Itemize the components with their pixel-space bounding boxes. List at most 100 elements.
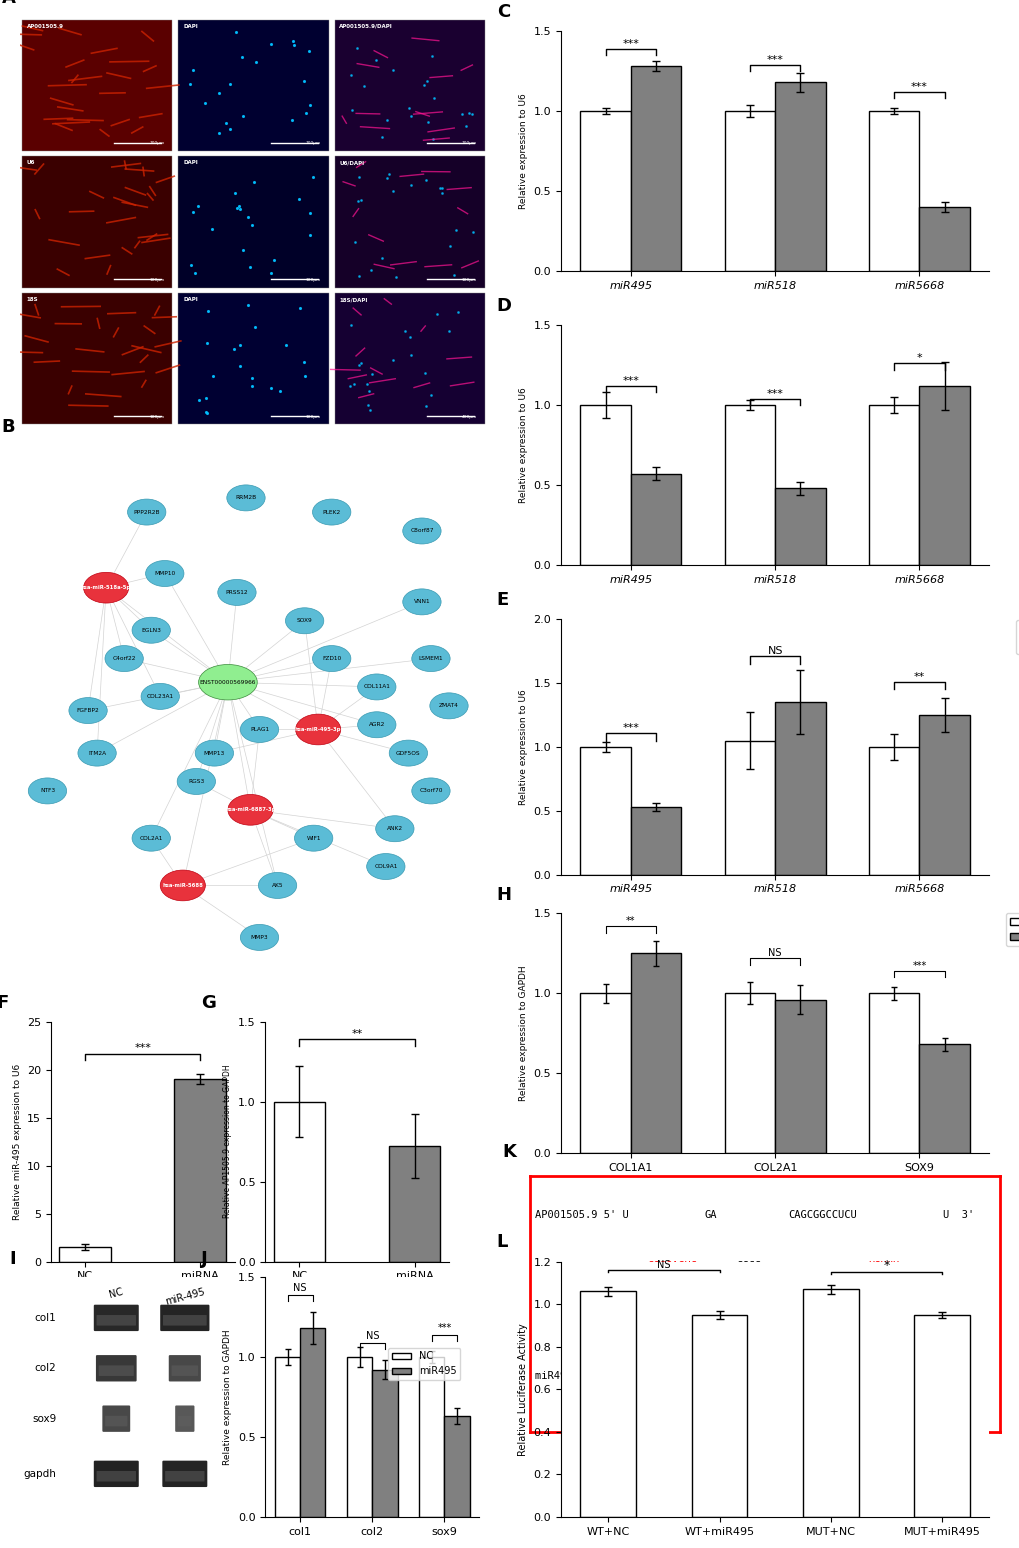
Ellipse shape <box>105 646 144 672</box>
Text: RRM2B: RRM2B <box>235 495 257 500</box>
Bar <box>580 111 631 271</box>
Bar <box>774 488 824 565</box>
Y-axis label: Relative expression to U6: Relative expression to U6 <box>519 93 528 209</box>
Bar <box>273 1102 325 1262</box>
FancyBboxPatch shape <box>162 1461 207 1488</box>
Text: DAPI: DAPI <box>182 23 198 29</box>
Text: EGLN3: EGLN3 <box>142 628 161 633</box>
Text: NS: NS <box>293 1283 307 1293</box>
Text: L: L <box>496 1234 507 1251</box>
Ellipse shape <box>29 779 66 803</box>
Ellipse shape <box>77 740 116 766</box>
Text: miR-495: miR-495 <box>164 1286 206 1307</box>
Ellipse shape <box>199 664 257 700</box>
Text: E: E <box>496 591 508 608</box>
Text: K: K <box>501 1142 516 1161</box>
Text: GDF5OS: GDF5OS <box>395 751 420 755</box>
Bar <box>868 406 918 565</box>
Ellipse shape <box>389 740 427 766</box>
Text: C3orf70: C3orf70 <box>419 788 442 794</box>
Text: ***: *** <box>910 82 927 91</box>
Ellipse shape <box>375 816 414 842</box>
Bar <box>918 715 969 875</box>
Bar <box>774 703 824 875</box>
Text: ***: *** <box>911 961 925 971</box>
Bar <box>580 406 631 565</box>
Bar <box>725 406 774 565</box>
Bar <box>580 1291 636 1517</box>
Bar <box>913 1314 969 1517</box>
Bar <box>275 1358 300 1517</box>
Text: CAAA 5': CAAA 5' <box>914 1370 958 1381</box>
Text: AGR2: AGR2 <box>368 723 384 728</box>
Text: C4orf22: C4orf22 <box>112 656 136 661</box>
Text: PLEK2: PLEK2 <box>322 509 340 514</box>
Text: NC: NC <box>108 1286 124 1300</box>
Bar <box>444 1416 469 1517</box>
Text: C: C <box>496 3 510 22</box>
FancyBboxPatch shape <box>94 1461 139 1488</box>
FancyBboxPatch shape <box>99 1365 133 1376</box>
Text: ENST00000569966: ENST00000569966 <box>200 680 256 684</box>
Text: AK5: AK5 <box>271 882 283 889</box>
Ellipse shape <box>285 608 323 633</box>
Text: UGGU: UGGU <box>736 1313 761 1322</box>
Text: G: G <box>736 1370 743 1381</box>
Bar <box>334 156 484 288</box>
Text: DAPI: DAPI <box>182 161 198 166</box>
Bar <box>174 1079 226 1262</box>
Y-axis label: Relative miR-495 expression to U6: Relative miR-495 expression to U6 <box>12 1063 21 1220</box>
Text: ***: *** <box>766 54 783 65</box>
Bar <box>178 156 328 288</box>
Ellipse shape <box>227 794 273 825</box>
Text: COL2A1: COL2A1 <box>140 836 163 841</box>
Text: RGS3: RGS3 <box>189 779 204 783</box>
Text: PRSS12: PRSS12 <box>225 590 248 594</box>
Bar <box>868 748 918 875</box>
Text: 100μm: 100μm <box>149 141 164 146</box>
Ellipse shape <box>403 519 440 543</box>
Ellipse shape <box>412 779 449 803</box>
Ellipse shape <box>240 717 278 743</box>
Text: AP001505.9 5' U: AP001505.9 5' U <box>535 1211 629 1220</box>
Text: AP001505.9: AP001505.9 <box>26 23 63 29</box>
FancyBboxPatch shape <box>97 1314 136 1325</box>
Ellipse shape <box>429 694 468 718</box>
Y-axis label: Relative expression to GAPDH: Relative expression to GAPDH <box>223 1330 232 1464</box>
Ellipse shape <box>412 646 449 672</box>
Text: 18S: 18S <box>26 297 39 302</box>
Text: VNN1: VNN1 <box>414 599 430 604</box>
Text: NS: NS <box>767 947 782 958</box>
Text: 100μm: 100μm <box>462 141 477 146</box>
Text: WIF1: WIF1 <box>306 836 321 841</box>
FancyBboxPatch shape <box>171 1365 198 1376</box>
Bar <box>725 994 774 1153</box>
Ellipse shape <box>294 825 332 851</box>
Text: ***: *** <box>135 1043 151 1053</box>
Ellipse shape <box>195 740 233 766</box>
Text: COL11A1: COL11A1 <box>363 684 390 689</box>
Legend: NC, LNC: NC, LNC <box>1015 619 1019 655</box>
Bar <box>59 1248 111 1262</box>
Text: I: I <box>9 1249 15 1268</box>
Ellipse shape <box>127 498 166 525</box>
Text: MMP10: MMP10 <box>154 571 175 576</box>
Ellipse shape <box>258 873 297 898</box>
Bar <box>918 1045 969 1153</box>
Text: NS: NS <box>766 646 783 656</box>
Text: GCCG: GCCG <box>736 1262 761 1271</box>
Bar <box>631 807 681 875</box>
Text: 100μm: 100μm <box>149 415 164 420</box>
Bar <box>372 1370 397 1517</box>
Text: FZD10: FZD10 <box>322 656 341 661</box>
Text: sox9: sox9 <box>32 1413 56 1424</box>
Bar <box>22 156 172 288</box>
Bar <box>691 1314 747 1517</box>
Text: GA: GA <box>703 1211 715 1220</box>
Text: miR495    3': miR495 3' <box>535 1370 609 1381</box>
Text: DAPI: DAPI <box>182 297 198 302</box>
Y-axis label: Relative expression to U6: Relative expression to U6 <box>519 387 528 503</box>
FancyBboxPatch shape <box>102 1406 130 1432</box>
Bar <box>918 385 969 565</box>
Bar <box>419 1358 444 1517</box>
